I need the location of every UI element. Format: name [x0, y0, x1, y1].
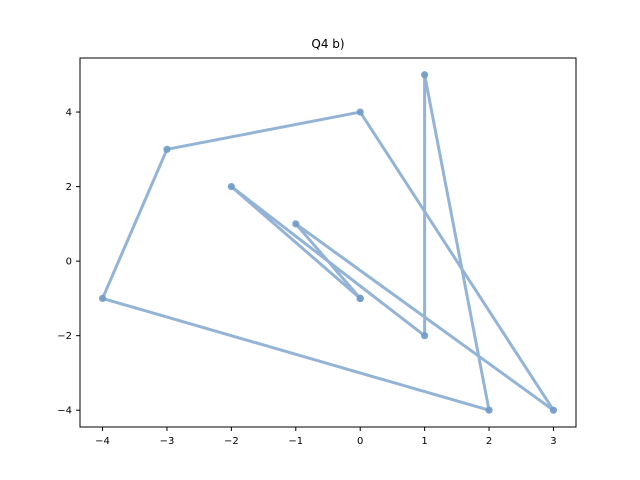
x-tick-label: 3 — [550, 436, 556, 447]
x-tick-label: 1 — [421, 436, 427, 447]
data-point — [421, 332, 429, 340]
data-point — [163, 145, 171, 153]
data-point — [356, 294, 364, 303]
x-tick-label: 0 — [357, 436, 363, 447]
data-point — [227, 182, 235, 191]
y-tick-label: 2 — [66, 182, 72, 193]
data-point — [356, 108, 364, 116]
y-axis-ticks: −4 −2 0 2 4 — [57, 108, 80, 417]
y-tick-label: −4 — [57, 406, 72, 417]
x-tick-label: 2 — [486, 436, 492, 447]
data-point — [98, 294, 107, 303]
x-tick-label: −2 — [224, 436, 239, 447]
chart-title: Q4 b) — [311, 37, 344, 51]
x-tick-label: −4 — [95, 436, 110, 447]
data-point — [549, 406, 558, 414]
y-tick-label: 4 — [66, 108, 72, 119]
data-point — [292, 220, 300, 228]
x-tick-label: −3 — [160, 436, 175, 447]
y-tick-label: 0 — [66, 257, 72, 268]
data-point — [485, 406, 493, 414]
x-axis-ticks: −4 −3 −2 −1 0 1 2 3 — [95, 427, 557, 447]
y-tick-label: −2 — [57, 331, 72, 342]
axes-frame — [79, 57, 577, 428]
series-layer — [98, 71, 558, 414]
x-tick-label: −1 — [288, 436, 303, 447]
data-point — [421, 71, 429, 79]
